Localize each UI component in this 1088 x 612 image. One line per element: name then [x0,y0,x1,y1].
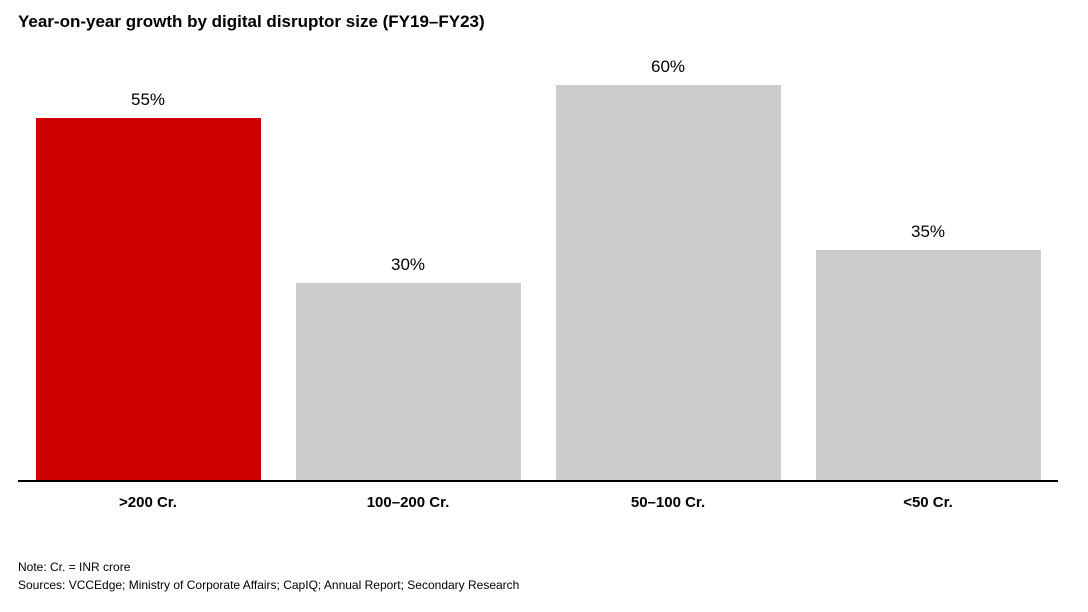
footer-note: Note: Cr. = INR crore [18,558,519,576]
chart-title: Year-on-year growth by digital disruptor… [18,12,1070,32]
x-axis-label: 100–200 Cr. [278,494,538,511]
bar [816,250,1041,480]
bar-wrap: 60% [556,85,781,480]
bar [296,283,521,481]
bars-container: 55% 30% 60% 35% [18,72,1058,482]
chart-area: 55% 30% 60% 35% >200 Cr. 100–200 Cr. 5 [18,72,1058,522]
bar-value-label: 55% [36,90,261,110]
x-axis-label: <50 Cr. [798,494,1058,511]
x-axis-labels: >200 Cr. 100–200 Cr. 50–100 Cr. <50 Cr. [18,484,1058,522]
bar-value-label: 60% [556,57,781,77]
x-axis-label: 50–100 Cr. [538,494,798,511]
bar-group: 30% [278,283,538,481]
bar-group: 55% [18,118,278,480]
bar-value-label: 35% [816,222,1041,242]
chart-footer: Note: Cr. = INR crore Sources: VCCEdge; … [18,558,519,594]
bar-group: 35% [798,250,1058,480]
bar [36,118,261,480]
bar-wrap: 30% [296,283,521,481]
footer-sources: Sources: VCCEdge; Ministry of Corporate … [18,576,519,594]
bar-value-label: 30% [296,255,521,275]
bar-group: 60% [538,85,798,480]
bar [556,85,781,480]
bar-wrap: 35% [816,250,1041,480]
x-axis-label: >200 Cr. [18,494,278,511]
bar-wrap: 55% [36,118,261,480]
